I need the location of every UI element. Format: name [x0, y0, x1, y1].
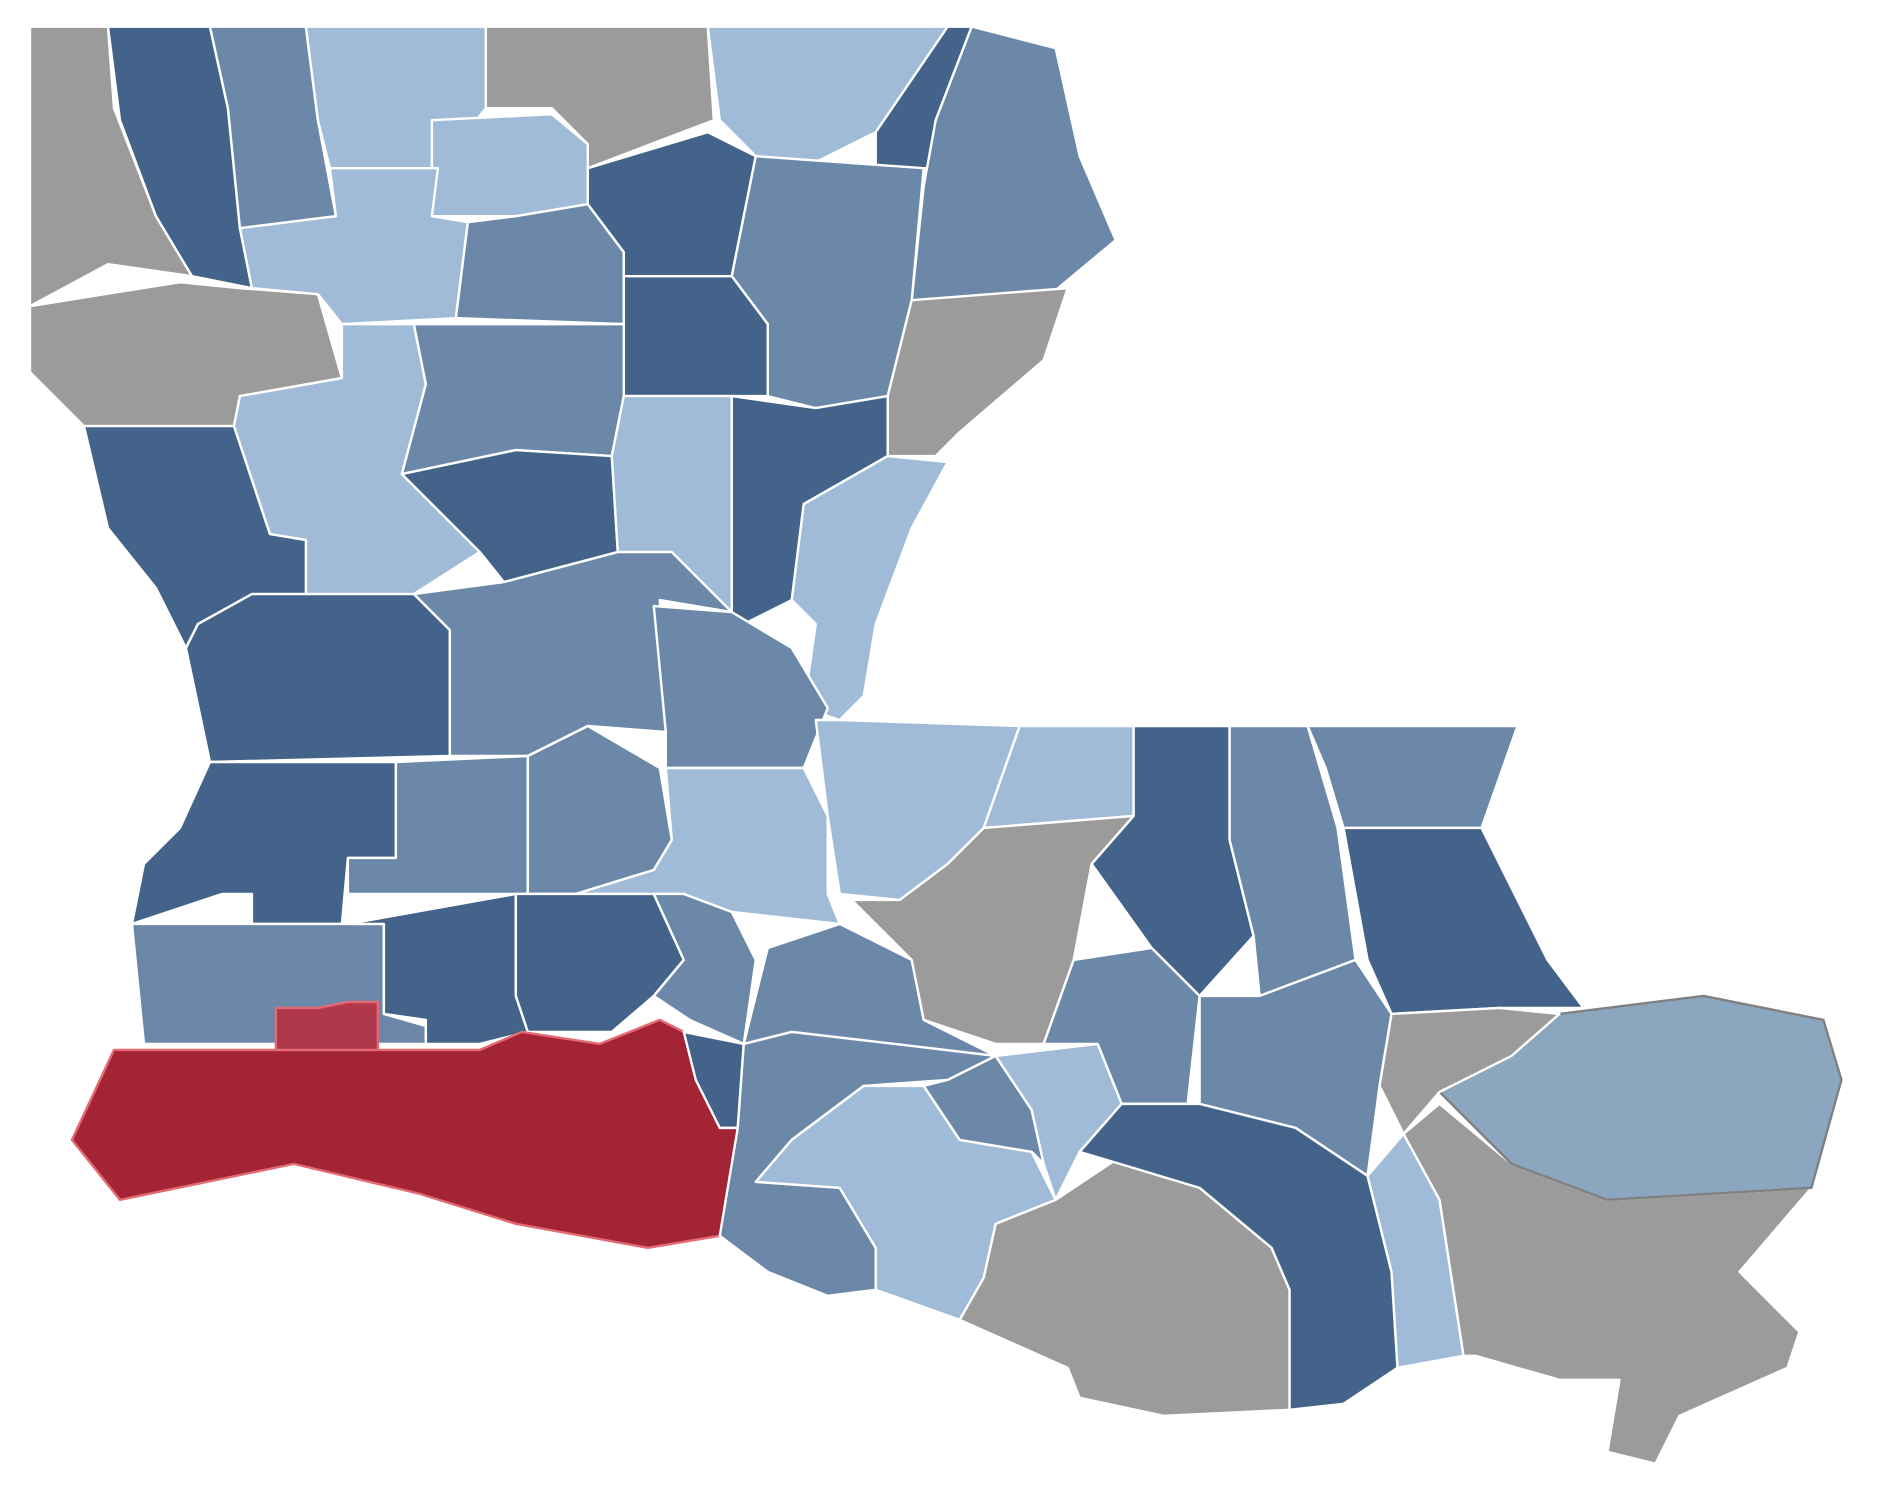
parish [682, 1030, 745, 1130]
parish [1306, 724, 1519, 830]
parish [454, 202, 626, 326]
parishes [28, 25, 1843, 1465]
parish [526, 724, 673, 896]
parish [652, 604, 829, 770]
parish [184, 592, 452, 764]
parish [994, 1042, 1123, 1202]
parish-highlight [274, 1000, 380, 1052]
parish-highlight [70, 1018, 745, 1250]
parish [1378, 1006, 1561, 1136]
parish [130, 760, 398, 926]
parish [886, 286, 1069, 458]
parish [1342, 826, 1585, 1016]
parish [430, 113, 590, 218]
parish [622, 274, 769, 398]
parish [514, 892, 685, 1034]
